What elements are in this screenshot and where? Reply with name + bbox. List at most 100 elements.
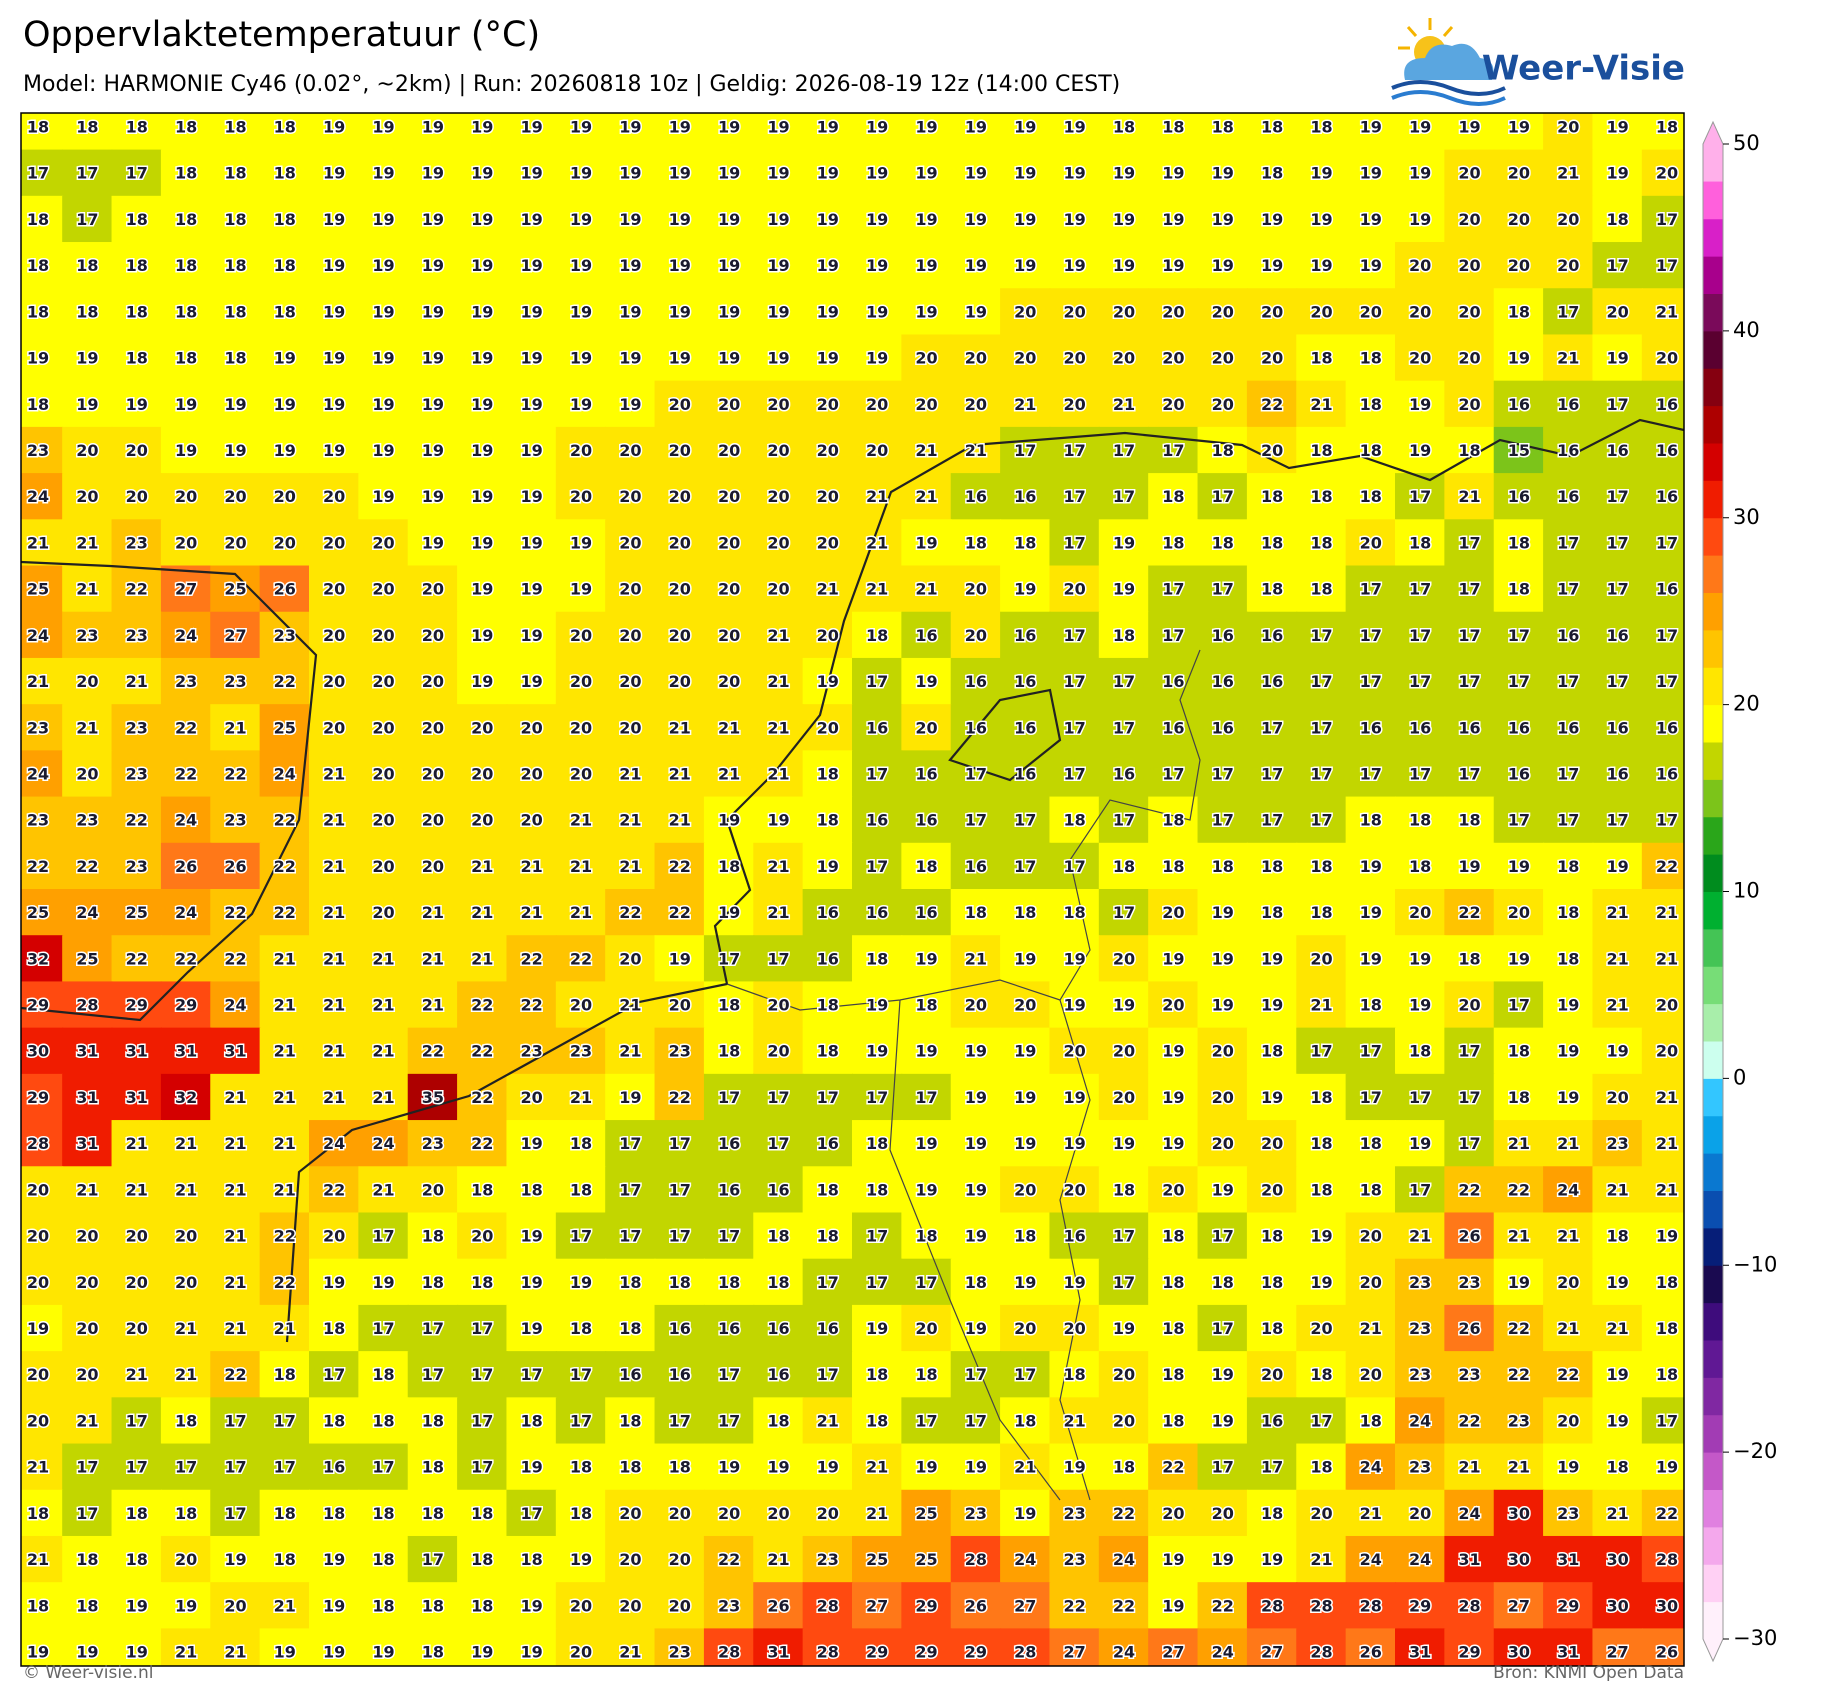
temperature-cell: [62, 1166, 113, 1214]
temperature-cell: [506, 1304, 557, 1353]
temperature-label: 26: [767, 1596, 789, 1615]
colorbar-segment: [1703, 405, 1723, 444]
temperature-label: 20: [1557, 1273, 1579, 1292]
temperature-cell: [506, 611, 557, 659]
temperature-cell: [309, 935, 360, 983]
temperature-label: 18: [669, 1458, 691, 1477]
temperature-cell: [1098, 1535, 1150, 1584]
temperature-cell: [1543, 981, 1594, 1029]
temperature-cell: [457, 1304, 508, 1353]
temperature-label: 19: [915, 672, 937, 691]
temperature-cell: [802, 473, 853, 521]
temperature-label: 19: [1212, 1180, 1234, 1199]
temperature-cell: [62, 242, 113, 290]
temperature-label: 18: [619, 1411, 641, 1430]
temperature-label: 17: [1360, 626, 1382, 645]
temperature-label: 22: [1458, 1180, 1480, 1199]
temperature-label: 18: [1310, 1134, 1332, 1153]
temperature-cell: [1246, 1582, 1298, 1630]
temperature-cell: [654, 473, 705, 521]
temperature-cell: [1395, 1258, 1446, 1306]
temperature-cell: [1000, 1304, 1051, 1353]
temperature-label: 19: [126, 395, 148, 414]
temperature-label: 20: [767, 533, 789, 552]
temperature-label: 22: [1113, 1596, 1135, 1615]
temperature-label: 22: [471, 1134, 493, 1153]
temperature-label: 21: [372, 1088, 394, 1107]
temperature-label: 20: [175, 533, 197, 552]
temperature-cell: [1296, 657, 1347, 706]
temperature-cell: [1098, 519, 1150, 567]
temperature-label: 18: [422, 1643, 444, 1662]
temperature-cell: [555, 113, 607, 151]
temperature-label: 20: [619, 580, 641, 599]
temperature-cell: [21, 334, 64, 382]
temperature-cell: [1049, 288, 1100, 336]
temperature-cell: [210, 1535, 261, 1584]
temperature-label: 18: [718, 1273, 740, 1292]
temperature-cell: [160, 334, 212, 382]
colorbar-segment: [1703, 1041, 1723, 1079]
temperature-label: 17: [1656, 811, 1678, 830]
temperature-label: 19: [1607, 349, 1629, 368]
temperature-label: 19: [1014, 949, 1036, 968]
temperature-label: 19: [965, 1180, 987, 1199]
temperature-label: 18: [1656, 1319, 1678, 1338]
temperature-label: 21: [669, 811, 691, 830]
temperature-label: 20: [126, 1273, 148, 1292]
temperature-cell: [457, 750, 508, 798]
temperature-label: 22: [1508, 1180, 1530, 1199]
temperature-cell: [753, 1120, 804, 1168]
temperature-cell: [1543, 288, 1594, 336]
temperature-label: 20: [76, 487, 98, 506]
temperature-label: 17: [372, 1227, 394, 1246]
temperature-cell: [605, 1443, 656, 1491]
temperature-label: 18: [27, 302, 49, 321]
temperature-label: 19: [1162, 1088, 1184, 1107]
temperature-label: 18: [866, 1180, 888, 1199]
temperature-cell: [555, 149, 607, 197]
temperature-cell: [506, 195, 557, 244]
temperature-cell: [21, 1628, 64, 1666]
temperature-label: 16: [1557, 718, 1579, 737]
temperature-label: 20: [224, 487, 246, 506]
temperature-cell: [703, 1443, 755, 1491]
temperature-label: 18: [1261, 533, 1283, 552]
colorbar-segment: [1703, 1302, 1723, 1341]
temperature-label: 20: [1557, 1411, 1579, 1430]
temperature-cell: [1345, 1351, 1396, 1399]
temperature-cell: [605, 796, 656, 844]
temperature-cell: [309, 704, 360, 752]
temperature-label: 20: [422, 718, 444, 737]
temperature-label: 18: [1113, 626, 1135, 645]
colorbar-segment: [1703, 480, 1723, 519]
temperature-label: 20: [1162, 302, 1184, 321]
temperature-cell: [1197, 149, 1248, 197]
temperature-cell: [506, 149, 557, 197]
temperature-label: 27: [1162, 1643, 1184, 1662]
temperature-label: 18: [1064, 1365, 1086, 1384]
temperature-label: 21: [27, 533, 49, 552]
temperature-label: 20: [1162, 1504, 1184, 1523]
temperature-label: 19: [1310, 256, 1332, 275]
temperature-cell: [407, 473, 459, 521]
temperature-label: 18: [126, 1504, 148, 1523]
temperature-cell: [1049, 1628, 1100, 1666]
temperature-label: 20: [1014, 1180, 1036, 1199]
temperature-cell: [901, 1582, 952, 1630]
temperature-cell: [1197, 380, 1248, 428]
temperature-cell: [950, 1212, 1002, 1260]
temperature-label: 21: [1014, 1458, 1036, 1477]
temperature-label: 30: [1508, 1550, 1530, 1569]
temperature-cell: [1641, 1258, 1684, 1306]
temperature-label: 20: [323, 580, 345, 599]
temperature-label: 19: [1557, 996, 1579, 1015]
temperature-label: 30: [1607, 1596, 1629, 1615]
temperature-label: 19: [1607, 1273, 1629, 1292]
temperature-cell: [407, 149, 459, 197]
temperature-label: 27: [866, 1596, 888, 1615]
temperature-cell: [1000, 981, 1051, 1029]
temperature-cell: [1592, 1489, 1643, 1537]
temperature-label: 20: [1458, 210, 1480, 229]
temperature-label: 19: [323, 164, 345, 183]
